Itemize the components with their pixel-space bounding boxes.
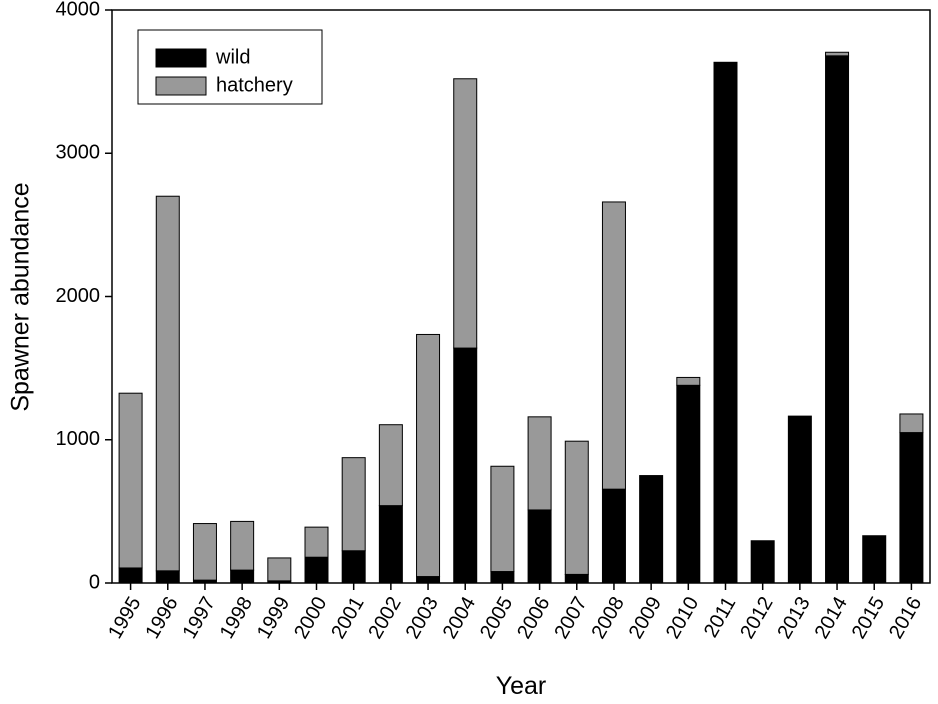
bar-segment xyxy=(416,333,441,578)
bar-segment xyxy=(230,569,255,584)
bar-segment xyxy=(155,570,180,584)
bar-segment xyxy=(341,457,366,552)
x-tick-label: 1995 xyxy=(104,593,145,643)
x-tick-label: 1996 xyxy=(141,593,182,643)
y-axis-title: Spawner abundance xyxy=(7,182,35,411)
bar-segment xyxy=(453,78,478,349)
x-tick-label: 2016 xyxy=(885,593,926,643)
bar-segment xyxy=(341,550,366,584)
bar-segment xyxy=(601,488,626,584)
legend-label: wild xyxy=(215,46,250,68)
bar-segment xyxy=(862,535,887,584)
bar-segment xyxy=(787,415,812,584)
x-tick-label: 2007 xyxy=(550,593,591,643)
x-tick-label: 2011 xyxy=(700,593,741,641)
x-tick-label: 2014 xyxy=(811,593,852,643)
x-tick-label: 2010 xyxy=(662,593,703,643)
x-tick-label: 1998 xyxy=(216,593,257,643)
bar-segment xyxy=(527,509,552,584)
x-tick-label: 2006 xyxy=(513,593,554,643)
bar-segment xyxy=(527,416,552,511)
bar-segment xyxy=(490,571,515,584)
bar-segment xyxy=(378,424,403,507)
bar-segment xyxy=(564,440,589,575)
bar-segment xyxy=(267,557,292,582)
bar-segment xyxy=(639,475,664,584)
x-tick-label: 2008 xyxy=(588,593,629,643)
y-tick-label: 3000 xyxy=(56,142,101,164)
legend-swatch xyxy=(155,76,207,96)
bar-segment xyxy=(601,201,626,490)
x-tick-label: 2013 xyxy=(773,593,814,643)
bar-segment xyxy=(192,523,217,581)
bar-segment xyxy=(230,520,255,571)
y-tick-label: 0 xyxy=(89,571,100,593)
x-tick-label: 2015 xyxy=(848,593,889,643)
x-tick-label: 2005 xyxy=(476,593,517,643)
y-tick-label: 1000 xyxy=(56,428,101,450)
x-tick-label: 2003 xyxy=(402,593,443,643)
bar-segment xyxy=(304,526,329,558)
y-tick-label: 2000 xyxy=(56,285,101,307)
x-tick-label: 2001 xyxy=(327,593,368,643)
legend-label: hatchery xyxy=(216,74,293,96)
bar-segment xyxy=(713,61,738,584)
x-tick-label: 2000 xyxy=(290,593,331,643)
bar-segment xyxy=(825,55,850,584)
x-tick-label: 2004 xyxy=(439,593,480,643)
bar-segment xyxy=(564,573,589,584)
x-tick-label: 2012 xyxy=(736,593,777,643)
bar-segment xyxy=(416,576,441,584)
bar-segment xyxy=(304,556,329,584)
bar-segment xyxy=(378,505,403,584)
bar-segment xyxy=(155,195,180,572)
bar-segment xyxy=(490,465,515,573)
bar-segment xyxy=(118,567,143,584)
x-tick-label: 1997 xyxy=(179,593,220,643)
x-tick-label: 1999 xyxy=(253,593,294,643)
bar-segment xyxy=(118,392,143,569)
bar-segment xyxy=(899,413,924,434)
bar-segment xyxy=(825,51,850,57)
bar-segment xyxy=(453,347,478,584)
x-axis-title: Year xyxy=(496,672,547,700)
bar-segment xyxy=(750,540,775,584)
bar-segment xyxy=(899,432,924,584)
x-tick-label: 2002 xyxy=(364,593,405,643)
bar-segment xyxy=(676,376,701,386)
x-tick-label: 2009 xyxy=(625,593,666,643)
legend-swatch xyxy=(155,48,207,68)
bar-segment xyxy=(676,384,701,584)
y-tick-label: 4000 xyxy=(56,0,101,20)
